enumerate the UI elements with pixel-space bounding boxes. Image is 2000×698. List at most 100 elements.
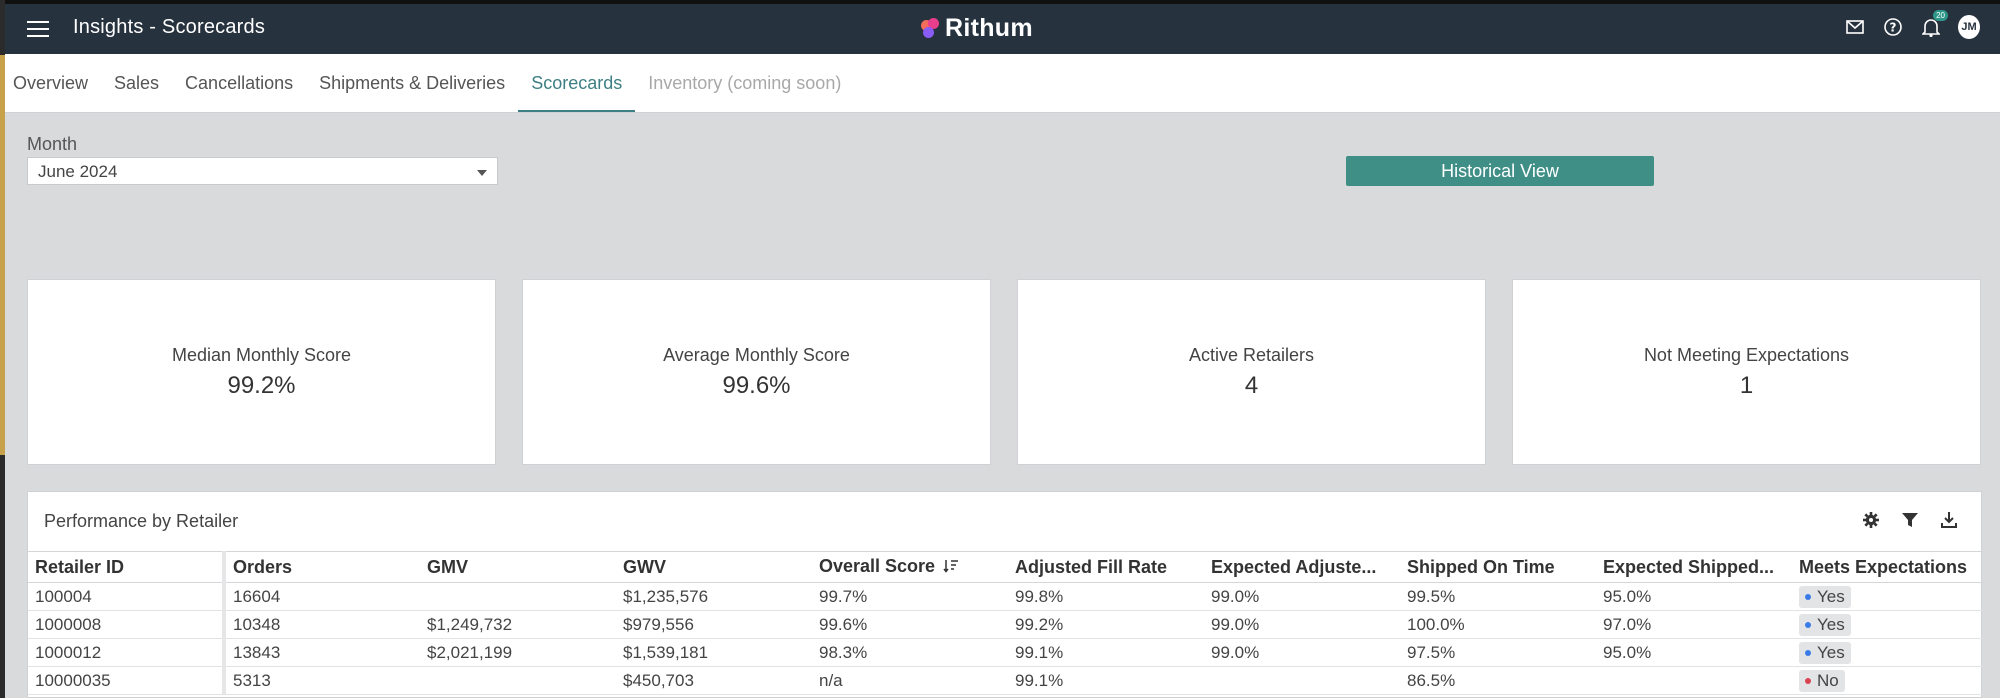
cell: 99.2% bbox=[1008, 610, 1204, 639]
cell: 95.0% bbox=[1596, 638, 1792, 667]
cell: 97.0% bbox=[1596, 610, 1792, 639]
cell: $1,539,181 bbox=[616, 638, 812, 667]
cell: $450,703 bbox=[616, 666, 812, 695]
cell: 100004 bbox=[28, 582, 226, 611]
avatar: JM bbox=[1958, 15, 1980, 39]
kpi-value: 99.2% bbox=[227, 371, 296, 399]
cell: $1,249,732 bbox=[420, 610, 616, 639]
tab-sales[interactable]: Sales bbox=[114, 73, 160, 93]
cell: $979,556 bbox=[616, 610, 812, 639]
status-text: Yes bbox=[1817, 643, 1845, 662]
cell: 10348 bbox=[224, 610, 420, 639]
kpi-value: 99.6% bbox=[722, 371, 791, 399]
kpi-card-median: Median Monthly Score 99.2% bbox=[27, 279, 496, 465]
status-dot bbox=[1805, 650, 1811, 656]
cell: 1000008 bbox=[28, 610, 226, 639]
column-header[interactable]: Meets Expectations bbox=[1792, 551, 1983, 583]
column-header[interactable]: Orders bbox=[224, 551, 420, 583]
cell: 10000035 bbox=[28, 666, 226, 695]
brand-logo-icon bbox=[921, 17, 941, 40]
status-dot bbox=[1805, 678, 1811, 684]
sort-desc-icon[interactable] bbox=[943, 557, 959, 578]
status-badge: Yes bbox=[1799, 586, 1851, 608]
column-header[interactable]: Shipped On Time bbox=[1400, 551, 1596, 583]
cell: $2,021,199 bbox=[420, 638, 616, 667]
kpi-label: Not Meeting Expectations bbox=[1643, 344, 1850, 365]
cell: 100.0% bbox=[1400, 610, 1596, 639]
kpi-label: Active Retailers bbox=[1188, 344, 1315, 365]
cell bbox=[1204, 666, 1400, 695]
status-text: Yes bbox=[1817, 587, 1845, 606]
help-icon[interactable]: ? bbox=[1882, 16, 1904, 38]
status-badge: Yes bbox=[1799, 614, 1851, 636]
cell: 99.0% bbox=[1204, 638, 1400, 667]
kpi-card-not-meeting: Not Meeting Expectations 1 bbox=[1512, 279, 1981, 465]
table-row[interactable]: 1000012 13843 $2,021,199 $1,539,181 98.3… bbox=[28, 638, 1983, 667]
column-header[interactable]: GWV bbox=[616, 551, 812, 583]
column-header[interactable]: Adjusted Fill Rate bbox=[1008, 551, 1204, 583]
tab-overview[interactable]: Overview bbox=[13, 73, 89, 93]
performance-table: Retailer ID Orders GMV GWV Overall Score… bbox=[28, 551, 1983, 695]
status-badge: Yes bbox=[1799, 642, 1851, 664]
user-menu[interactable]: JM bbox=[1958, 15, 1980, 39]
cell: Yes bbox=[1792, 610, 1983, 639]
column-header[interactable]: Retailer ID bbox=[28, 551, 226, 583]
cell: 97.5% bbox=[1400, 638, 1596, 667]
status-text: Yes bbox=[1817, 615, 1845, 634]
cell: 16604 bbox=[224, 582, 420, 611]
kpi-label: Average Monthly Score bbox=[663, 344, 850, 365]
tab-inventory: Inventory (coming soon) bbox=[648, 73, 842, 93]
cell: 95.0% bbox=[1596, 582, 1792, 611]
nav-tabs: Overview Sales Cancellations Shipments &… bbox=[5, 54, 2000, 113]
cell: 13843 bbox=[224, 638, 420, 667]
download-icon[interactable] bbox=[1939, 510, 1959, 530]
chevron-down-icon bbox=[477, 170, 487, 176]
cell: 99.7% bbox=[812, 582, 1008, 611]
month-label: Month bbox=[27, 134, 78, 154]
left-rail bbox=[0, 0, 5, 698]
left-rail-accent bbox=[0, 55, 5, 455]
column-header-label: Overall Score bbox=[819, 556, 936, 577]
cell: 99.8% bbox=[1008, 582, 1204, 611]
historical-view-button[interactable]: Historical View bbox=[1346, 156, 1654, 186]
month-select[interactable]: June 2024 bbox=[27, 157, 498, 185]
kpi-card-average: Average Monthly Score 99.6% bbox=[522, 279, 991, 465]
cell: Yes bbox=[1792, 582, 1983, 611]
filter-icon[interactable] bbox=[1900, 510, 1920, 530]
table-header-row: Retailer ID Orders GMV GWV Overall Score… bbox=[28, 551, 1983, 583]
cell: No bbox=[1792, 666, 1983, 695]
cell: n/a bbox=[812, 666, 1008, 695]
cell: 86.5% bbox=[1400, 666, 1596, 695]
column-header-overall-score[interactable]: Overall Score bbox=[812, 551, 1008, 583]
cell: 98.3% bbox=[812, 638, 1008, 667]
table-row[interactable]: 10000035 5313 $450,703 n/a 99.1% 86.5% N… bbox=[28, 666, 1983, 695]
table-row[interactable]: 1000008 10348 $1,249,732 $979,556 99.6% … bbox=[28, 610, 1983, 639]
tab-scorecards[interactable]: Scorecards bbox=[518, 53, 636, 112]
status-dot bbox=[1805, 622, 1811, 628]
column-header[interactable]: Expected Shipped... bbox=[1596, 551, 1792, 583]
cell: 99.0% bbox=[1204, 582, 1400, 611]
top-bar: Insights - Scorecards Rithum ? 20 JM bbox=[5, 0, 2000, 54]
brand-logo[interactable]: Rithum bbox=[921, 14, 1033, 43]
cell bbox=[420, 582, 616, 611]
cell: 99.0% bbox=[1204, 610, 1400, 639]
status-dot bbox=[1805, 594, 1811, 600]
tab-cancellations[interactable]: Cancellations bbox=[185, 73, 294, 93]
kpi-label: Median Monthly Score bbox=[171, 344, 352, 365]
cell bbox=[1596, 666, 1792, 695]
performance-panel: Performance by Retailer Retailer ID Orde… bbox=[27, 491, 1983, 698]
notification-badge: 20 bbox=[1933, 10, 1948, 21]
column-header[interactable]: GMV bbox=[420, 551, 616, 583]
notifications-icon[interactable]: 20 bbox=[1920, 10, 1948, 38]
column-header[interactable]: Expected Adjuste... bbox=[1204, 551, 1400, 583]
menu-icon[interactable] bbox=[27, 21, 49, 37]
cell: 99.5% bbox=[1400, 582, 1596, 611]
mail-icon[interactable] bbox=[1844, 16, 1866, 38]
svg-text:?: ? bbox=[1890, 21, 1897, 35]
tab-shipments-deliveries[interactable]: Shipments & Deliveries bbox=[319, 73, 506, 93]
status-badge: No bbox=[1799, 670, 1845, 692]
settings-gear-icon[interactable] bbox=[1861, 510, 1881, 530]
panel-title: Performance by Retailer bbox=[44, 511, 239, 531]
status-text: No bbox=[1817, 671, 1839, 690]
table-row[interactable]: 100004 16604 $1,235,576 99.7% 99.8% 99.0… bbox=[28, 582, 1983, 611]
